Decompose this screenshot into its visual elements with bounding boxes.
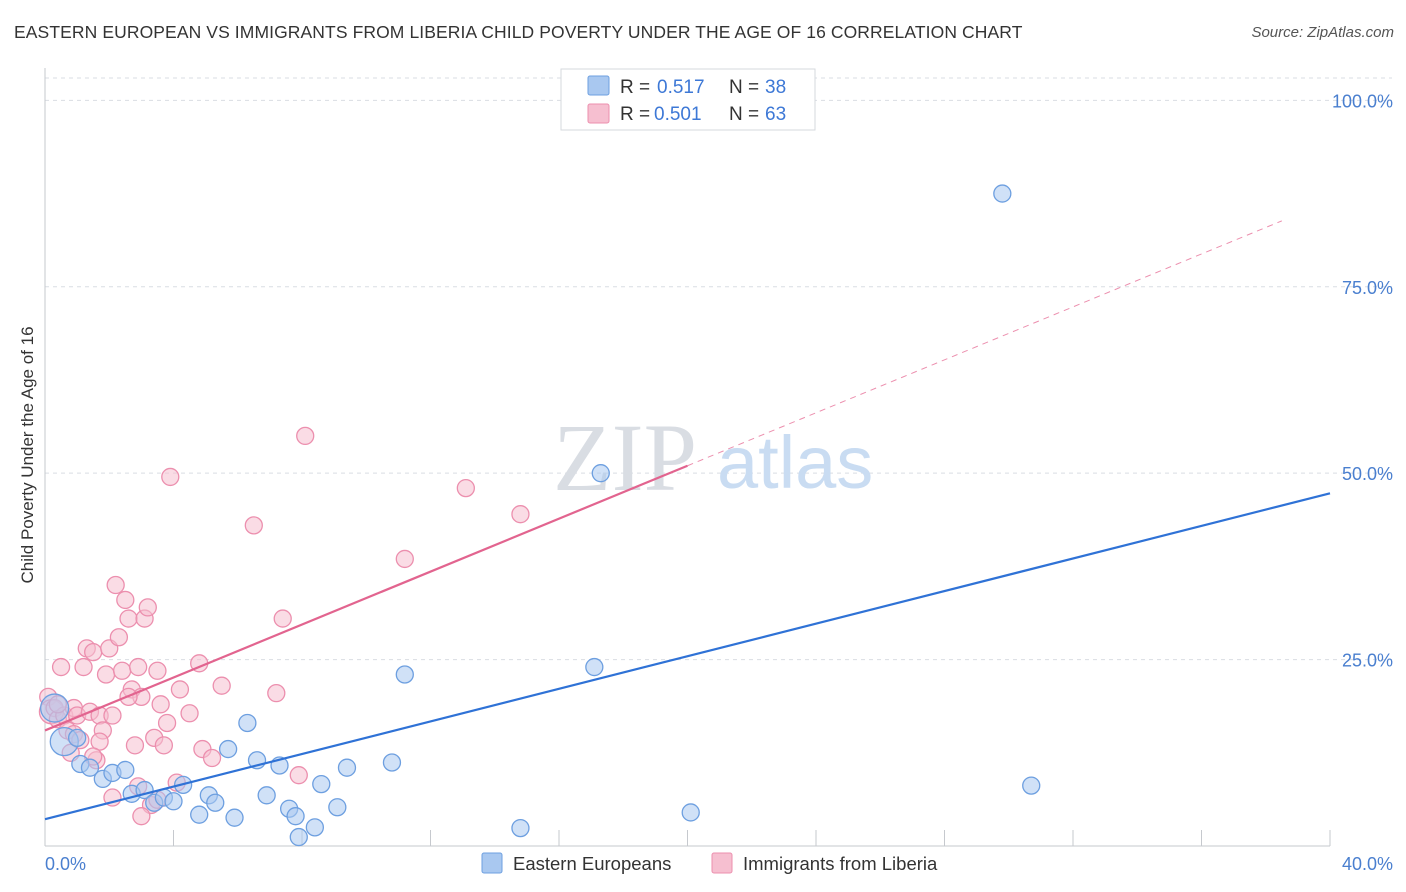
liberia-point xyxy=(116,590,135,610)
eastern-european-point xyxy=(116,760,135,780)
eastern-european-point xyxy=(206,793,225,812)
legend-r-label: R = xyxy=(620,104,650,125)
trend-lines xyxy=(44,220,1331,821)
liberia-point xyxy=(456,478,475,498)
series-legend: Eastern Europeans Immigrants from Liberi… xyxy=(481,852,938,874)
bottom-legend-swatch-blue xyxy=(481,852,503,874)
eastern-european-point xyxy=(511,818,530,838)
eastern-european-point xyxy=(67,728,87,748)
liberia-point xyxy=(289,766,308,785)
eastern-european-point xyxy=(312,774,331,794)
eastern-european-point xyxy=(395,665,414,684)
liberia-point xyxy=(129,657,148,677)
trendline-eastern-european xyxy=(44,492,1331,821)
eastern-european-point xyxy=(993,184,1012,203)
eastern-european-point xyxy=(286,807,305,826)
liberia-point xyxy=(51,657,71,677)
liberia-point xyxy=(106,575,125,595)
eastern-european-point xyxy=(328,798,347,817)
watermark: ZIP atlas xyxy=(553,404,873,511)
grid xyxy=(45,77,1392,661)
trendline-extension xyxy=(687,220,1283,467)
eastern-european-point xyxy=(1022,776,1041,795)
liberia-point xyxy=(132,807,151,826)
legend-r-value: 0.501 xyxy=(654,104,702,125)
liberia-point xyxy=(154,736,174,755)
chart-source: Source: ZipAtlas.com xyxy=(1251,24,1394,41)
eastern-european-point xyxy=(164,792,183,811)
liberia-point xyxy=(84,642,103,662)
x-tick-label: 0.0% xyxy=(45,854,86,874)
trendline-liberia xyxy=(44,464,688,732)
liberia-point xyxy=(244,516,263,535)
liberia-point xyxy=(96,665,116,684)
eastern-european-point xyxy=(382,753,402,772)
legend-n-label: N = xyxy=(729,77,759,98)
bottom-legend-swatch-pink xyxy=(711,852,733,874)
eastern-european-point xyxy=(591,464,610,483)
eastern-european-point xyxy=(681,803,700,822)
liberia-point xyxy=(138,598,157,617)
eastern-european-point xyxy=(80,758,100,777)
correlation-legend: R = 0.517 N = 38 R = 0.501 N = 63 xyxy=(560,68,816,131)
eastern-european-point xyxy=(289,827,308,847)
legend-n-value: 63 xyxy=(765,104,786,125)
y-tick-label: 100.0% xyxy=(1332,91,1393,111)
liberia-point xyxy=(180,704,199,723)
y-tick-label: 25.0% xyxy=(1342,651,1393,671)
liberia-point xyxy=(109,628,129,647)
eastern-european-point xyxy=(337,758,357,777)
y-tick-label: 75.0% xyxy=(1342,278,1393,298)
tick-labels: 25.0% 50.0% 75.0% 100.0% 0.0% 40.0% xyxy=(45,91,1393,874)
eastern-european-point xyxy=(305,818,325,837)
liberia-point xyxy=(148,661,167,680)
legend-swatch-pink xyxy=(587,103,610,124)
liberia-point xyxy=(157,713,177,733)
eastern-european-point xyxy=(39,693,70,723)
liberia-point xyxy=(395,549,414,569)
liberia-point xyxy=(151,695,170,714)
legend-r-value: 0.517 xyxy=(657,77,705,98)
chart-title: EASTERN EUROPEAN VS IMMIGRANTS FROM LIBE… xyxy=(14,22,1023,42)
liberia-point xyxy=(273,609,292,628)
legend-swatch-blue xyxy=(587,75,610,96)
liberia-point xyxy=(296,426,315,446)
y-tick-label: 50.0% xyxy=(1342,464,1393,484)
liberia-point xyxy=(74,657,93,677)
watermark-zip: ZIP xyxy=(553,404,697,511)
bottom-legend-label: Eastern Europeans xyxy=(513,853,671,874)
liberia-point xyxy=(511,505,530,524)
watermark-atlas: atlas xyxy=(717,421,873,504)
legend-n-label: N = xyxy=(729,104,759,125)
bottom-legend-label: Immigrants from Liberia xyxy=(743,853,938,874)
eastern-european-point xyxy=(585,657,604,677)
legend-n-value: 38 xyxy=(765,77,786,98)
eastern-european-point xyxy=(257,786,276,805)
liberia-point xyxy=(103,706,122,725)
legend-r-label: R = xyxy=(620,77,650,98)
liberia-point xyxy=(212,676,231,695)
liberia-point xyxy=(202,748,222,768)
eastern-european-point xyxy=(238,713,257,733)
eastern-european-point xyxy=(218,739,238,759)
liberia-point xyxy=(267,683,286,703)
liberia-point xyxy=(170,680,190,699)
x-tick-label: 40.0% xyxy=(1342,854,1393,874)
eastern-european-points xyxy=(39,184,1041,847)
eastern-european-point xyxy=(190,805,209,824)
liberia-point xyxy=(125,736,145,755)
liberia-point xyxy=(161,467,180,487)
liberia-point xyxy=(112,661,132,680)
eastern-european-point xyxy=(225,808,244,827)
liberia-point xyxy=(119,609,138,628)
